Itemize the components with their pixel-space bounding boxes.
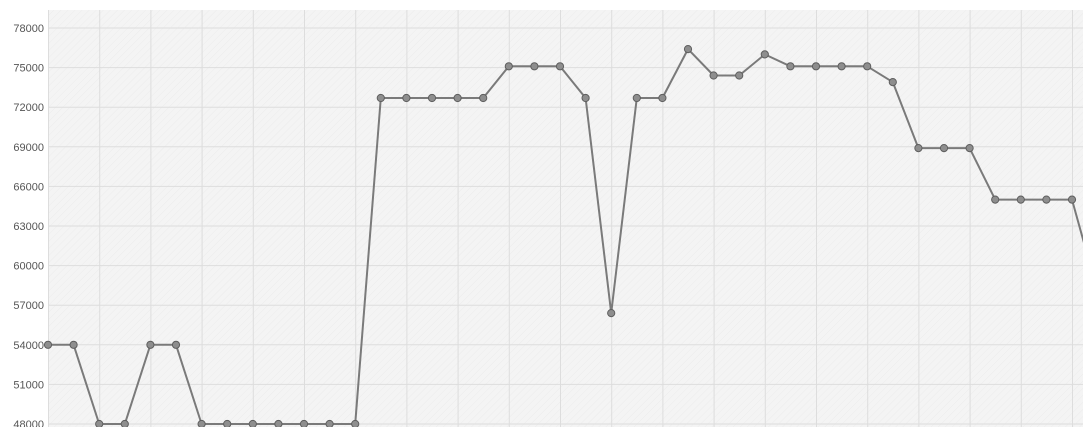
data-point[interactable] [991,195,1000,204]
data-point[interactable] [325,419,334,427]
data-point[interactable] [274,419,283,427]
data-point[interactable] [43,340,53,349]
y-tick-label: 51000 [13,379,44,391]
data-point[interactable] [837,62,846,71]
grid [48,10,1083,427]
data-point[interactable] [914,144,923,153]
data-point[interactable] [479,93,488,103]
data-point[interactable] [376,93,385,103]
data-point[interactable] [1042,195,1051,204]
data-point[interactable] [786,62,795,71]
data-point[interactable] [299,419,309,427]
data-point[interactable] [146,340,155,349]
data-point[interactable] [581,93,590,103]
y-tick-label: 75000 [13,63,44,75]
data-point[interactable] [197,419,206,427]
data-point[interactable] [1016,195,1025,204]
data-point[interactable] [888,78,897,87]
y-tick-label: 48000 [13,419,44,427]
data-point[interactable] [709,71,718,80]
data-point[interactable] [555,62,565,71]
data-point[interactable] [735,71,744,80]
data-point[interactable] [120,419,129,427]
data-point[interactable] [683,45,693,54]
data-point[interactable] [171,340,181,349]
y-tick-label: 54000 [13,340,44,352]
data-point[interactable] [939,144,949,153]
data-point[interactable] [760,50,769,59]
data-point[interactable] [402,93,411,103]
data-point[interactable] [965,144,974,153]
y-tick-label: 60000 [13,261,44,273]
data-point[interactable] [632,93,641,103]
data-point[interactable] [248,419,257,427]
data-point[interactable] [223,419,232,427]
data-point[interactable] [427,93,437,103]
data-point[interactable] [95,419,104,427]
data-point[interactable] [607,309,616,318]
plot-area [48,10,1083,427]
data-point[interactable] [453,93,462,103]
y-tick-label: 78000 [13,23,44,35]
y-tick-label: 66000 [13,181,44,193]
data-point[interactable] [530,62,539,71]
data-point[interactable] [504,62,513,71]
y-tick-label: 72000 [13,102,44,114]
data-point[interactable] [1067,195,1077,204]
data-point[interactable] [69,340,78,349]
data-point[interactable] [351,419,360,427]
series [43,45,1083,427]
y-tick-label: 69000 [13,142,44,154]
data-point[interactable] [811,62,821,71]
series-line [48,48,1083,425]
y-tick-label: 63000 [13,221,44,233]
data-point[interactable] [863,62,872,71]
data-point[interactable] [658,93,667,103]
y-axis: 48000 51000 54000 57000 60000 63000 66000 69000… [13,23,44,427]
y-tick-label: 57000 [13,300,44,312]
